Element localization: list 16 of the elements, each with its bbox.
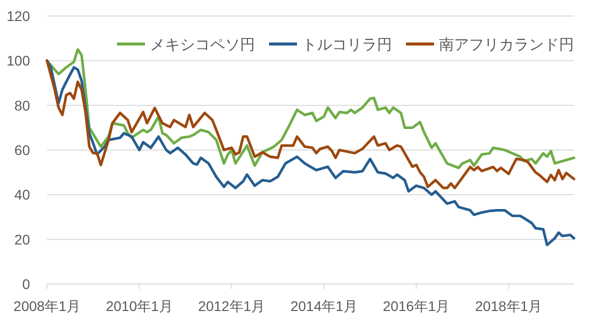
y-tick-label: 80 [14, 97, 30, 114]
x-tick-label: 2018年1月 [475, 298, 542, 314]
x-tick-label: 2010年1月 [106, 298, 173, 314]
y-tick-label: 20 [14, 231, 30, 248]
legend-label: トルコリラ円 [302, 36, 392, 54]
x-tick-label: 2012年1月 [198, 298, 266, 314]
x-tick-label: 2008年1月 [14, 298, 80, 314]
y-tick-label: 60 [14, 142, 30, 158]
y-tick-label: 0 [22, 276, 30, 292]
y-tick-label: 100 [6, 52, 30, 69]
legend-label: 南アフリカランド円 [439, 36, 574, 54]
x-tick-label: 2014年1月 [290, 298, 358, 314]
legend-label: メキシコペソ円 [150, 36, 255, 54]
y-tick-label: 40 [14, 186, 30, 203]
x-tick-label: 2016年1月 [382, 298, 450, 314]
y-tick-label: 120 [6, 8, 30, 24]
